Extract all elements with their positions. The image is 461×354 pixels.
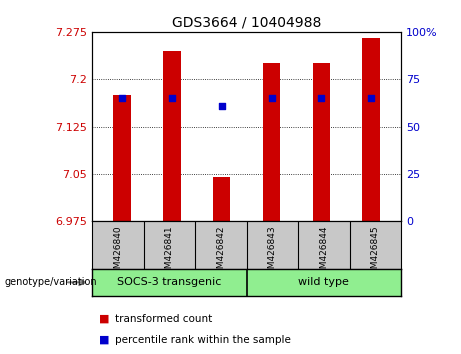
Text: wild type: wild type (298, 277, 349, 287)
Text: transformed count: transformed count (115, 314, 213, 324)
Text: GSM426841: GSM426841 (165, 225, 174, 280)
Text: GSM426844: GSM426844 (319, 225, 328, 280)
Text: GSM426840: GSM426840 (113, 225, 123, 280)
Text: genotype/variation: genotype/variation (5, 277, 97, 287)
Point (118, 95, 126, 101)
Bar (213, 177, 230, 221)
Bar (163, 51, 181, 221)
Text: ■: ■ (99, 314, 110, 324)
Bar (113, 95, 131, 221)
Point (168, 95, 176, 101)
Point (268, 95, 275, 101)
Text: ■: ■ (99, 335, 110, 345)
Text: GSM426843: GSM426843 (268, 225, 277, 280)
Text: percentile rank within the sample: percentile rank within the sample (115, 335, 291, 345)
Text: GSM426842: GSM426842 (216, 225, 225, 280)
Text: GSM426845: GSM426845 (371, 225, 380, 280)
Title: GDS3664 / 10404988: GDS3664 / 10404988 (172, 15, 321, 29)
Bar (313, 63, 330, 221)
Point (218, 103, 225, 109)
Point (367, 95, 375, 101)
Point (318, 95, 325, 101)
Bar (362, 38, 380, 221)
Text: SOCS-3 transgenic: SOCS-3 transgenic (117, 277, 222, 287)
Bar (263, 63, 280, 221)
